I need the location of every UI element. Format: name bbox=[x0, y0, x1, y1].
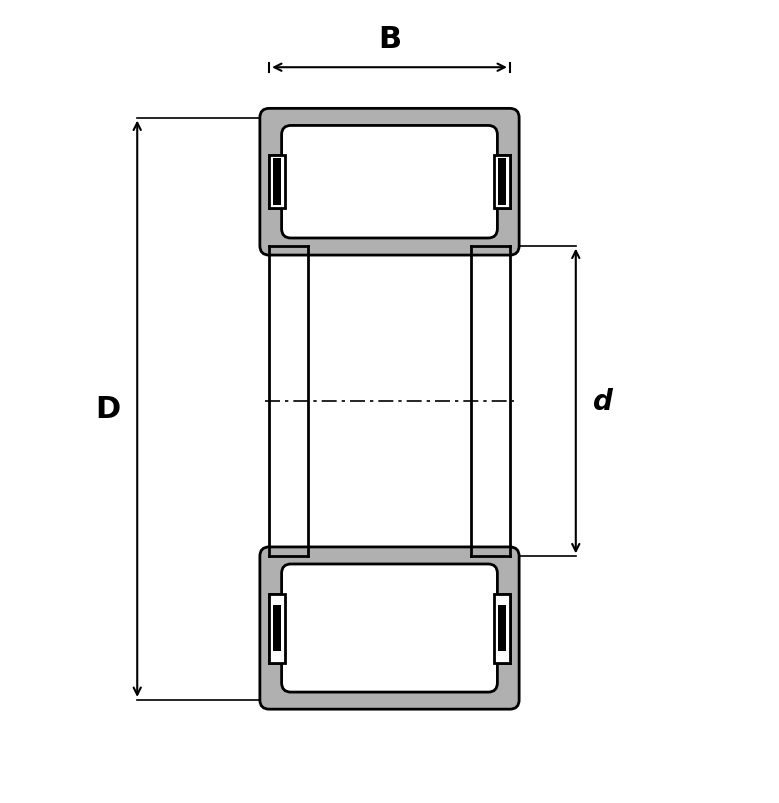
Bar bbox=[308, 247, 471, 556]
Bar bbox=[499, 605, 506, 651]
FancyBboxPatch shape bbox=[260, 548, 519, 709]
Bar bbox=[273, 605, 280, 651]
Bar bbox=[270, 247, 308, 556]
Bar bbox=[495, 156, 509, 210]
Bar bbox=[273, 159, 280, 206]
Bar bbox=[270, 156, 284, 210]
Bar bbox=[495, 593, 509, 662]
Bar bbox=[495, 593, 509, 662]
Bar bbox=[270, 593, 284, 662]
Bar bbox=[270, 593, 284, 662]
Bar bbox=[495, 156, 509, 210]
Bar bbox=[273, 605, 280, 651]
Text: D: D bbox=[95, 395, 120, 424]
Text: d: d bbox=[593, 388, 613, 415]
Bar bbox=[499, 159, 506, 206]
Bar bbox=[499, 159, 506, 206]
Text: B: B bbox=[378, 25, 401, 54]
Bar bbox=[270, 156, 284, 210]
FancyBboxPatch shape bbox=[281, 126, 498, 238]
Bar bbox=[499, 605, 506, 651]
Bar bbox=[471, 247, 509, 556]
Bar bbox=[273, 159, 280, 206]
FancyBboxPatch shape bbox=[260, 109, 519, 255]
FancyBboxPatch shape bbox=[281, 565, 498, 692]
